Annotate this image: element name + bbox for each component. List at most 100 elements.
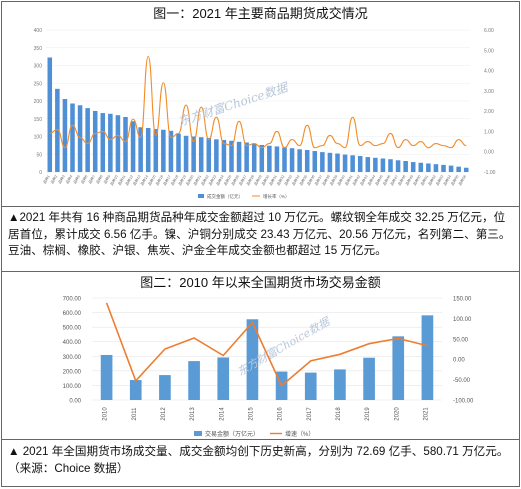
- y-left-tick-label: 350: [34, 46, 43, 52]
- bar: [403, 160, 408, 172]
- figure1-title: 图一：2021 年主要商品期货成交情况: [153, 6, 368, 21]
- x-tick-label: 2011: [132, 407, 138, 421]
- bar: [267, 145, 272, 172]
- x-tick-label: 品种51: [419, 174, 429, 186]
- bar: [214, 139, 219, 172]
- x-tick-label: 2018: [336, 407, 342, 421]
- x-tick-label: 2017: [307, 407, 313, 421]
- bar: [463, 167, 469, 172]
- x-tick-label: 品种38: [321, 174, 331, 186]
- bar: [176, 133, 181, 172]
- bar: [304, 372, 317, 400]
- x-tick-label: 2014: [219, 407, 225, 421]
- y-right-tick-label: -100.00: [453, 399, 474, 405]
- y-left-tick-label: 500.00: [63, 326, 82, 332]
- x-tick-label: 品种52: [427, 174, 437, 186]
- y-right-tick-label: 50.00: [453, 337, 469, 343]
- x-tick-label: 品种8: [95, 174, 104, 184]
- x-tick-label: 品种17: [162, 174, 172, 186]
- x-tick-label: 2013: [190, 407, 196, 421]
- y-left-tick-label: 200: [34, 99, 43, 105]
- y-right-tick-label: 0.00: [484, 150, 494, 156]
- y-right-tick-label: 100.00: [453, 317, 472, 323]
- x-tick-label: 品种4: [64, 174, 73, 184]
- figure2-title: 图二：2010 年以来全国期货市场交易金额: [140, 275, 381, 290]
- x-tick-label: 品种40: [336, 174, 346, 186]
- x-tick-label: 品种49: [404, 174, 414, 186]
- bar: [448, 165, 454, 172]
- x-tick-label: 2020: [394, 407, 400, 421]
- bar: [217, 357, 230, 400]
- bar: [188, 361, 200, 400]
- bar: [334, 369, 346, 400]
- x-tick-label: 品种31: [268, 174, 278, 186]
- y-left-tick-label: 50: [36, 152, 42, 158]
- bar: [115, 115, 121, 172]
- x-tick-label: 品种41: [344, 174, 354, 186]
- x-tick-label: 品种46: [381, 174, 391, 186]
- x-tick-label: 品种14: [139, 174, 149, 186]
- y-left-tick-label: 100: [34, 135, 43, 141]
- bar: [153, 129, 159, 172]
- legend-swatch-bar: [194, 431, 202, 436]
- figure2-cell: 图二：2010 年以来全国期货市场交易金额 0.00 100.00 200.00 30…: [2, 272, 519, 440]
- bar: [70, 103, 75, 172]
- x-tick-label: 品种24: [215, 174, 225, 186]
- x-tick-label: 品种29: [253, 174, 263, 186]
- bar: [123, 116, 128, 172]
- bar: [426, 163, 431, 172]
- bar: [159, 375, 171, 400]
- bar: [395, 160, 401, 172]
- x-tick-label: 2021: [423, 407, 429, 421]
- x-tick-label: 品种45: [374, 174, 384, 186]
- bar: [327, 152, 333, 172]
- bar: [62, 99, 68, 172]
- x-tick-label: 品种2: [49, 174, 58, 184]
- y-left-tick-label: 300.00: [63, 355, 82, 361]
- bar: [380, 158, 386, 172]
- x-tick-label: 品种16: [154, 174, 164, 186]
- x-tick-label: 品种50: [412, 174, 422, 186]
- growth-line: [49, 55, 467, 149]
- y-right-tick-label: -50.00: [453, 378, 471, 384]
- bar: [320, 152, 325, 172]
- bar: [357, 156, 363, 172]
- bar: [85, 108, 90, 172]
- y-left-tick-label: 150: [34, 117, 43, 123]
- bar: [100, 113, 106, 172]
- bar: [92, 110, 98, 172]
- x-tick-label: 品种11: [117, 174, 127, 186]
- y-left-tick-label: 0.00: [69, 399, 81, 405]
- bar: [77, 105, 83, 172]
- bar: [342, 154, 348, 172]
- x-tick-label: 品种30: [260, 174, 270, 186]
- x-tick-label: 品种6: [80, 174, 89, 184]
- x-tick-label: 品种13: [132, 174, 142, 186]
- y-right-tick-label: -1.00: [484, 170, 496, 176]
- x-tick-label: 品种43: [359, 174, 369, 186]
- paragraph1-cell: ▲2021 年共有 16 种商品期货品种年成交金额超过 10 万亿元。螺纹钢全年…: [2, 207, 519, 272]
- y-left-tick-label: 300: [34, 64, 43, 70]
- x-tick-label: 品种34: [291, 174, 301, 186]
- x-tick-label: 品种3: [57, 174, 66, 184]
- bar: [297, 149, 302, 172]
- bar: [251, 143, 257, 172]
- x-tick-label: 品种54: [442, 174, 452, 186]
- paragraph2-text: ▲ 2021 年全国期货市场成交量、成交金额均创下历史新高，分别为 72.69 …: [8, 445, 509, 475]
- bar: [129, 380, 142, 400]
- bar: [388, 159, 393, 172]
- bar: [55, 88, 60, 172]
- bar: [130, 121, 136, 172]
- bar: [418, 162, 424, 172]
- x-tick-label: 品种35: [298, 174, 308, 186]
- x-tick-label: 品种22: [200, 174, 210, 186]
- x-tick-label: 品种20: [185, 174, 195, 186]
- bar: [108, 113, 113, 172]
- x-tick-label: 品种32: [275, 174, 285, 186]
- bar: [392, 336, 405, 400]
- bar: [282, 147, 287, 172]
- bar: [365, 157, 371, 172]
- paragraph1-text: ▲2021 年共有 16 种商品期货品种年成交金额超过 10 万亿元。螺纹钢全年…: [8, 211, 511, 257]
- y-right-tick-label: 3.00: [484, 89, 494, 95]
